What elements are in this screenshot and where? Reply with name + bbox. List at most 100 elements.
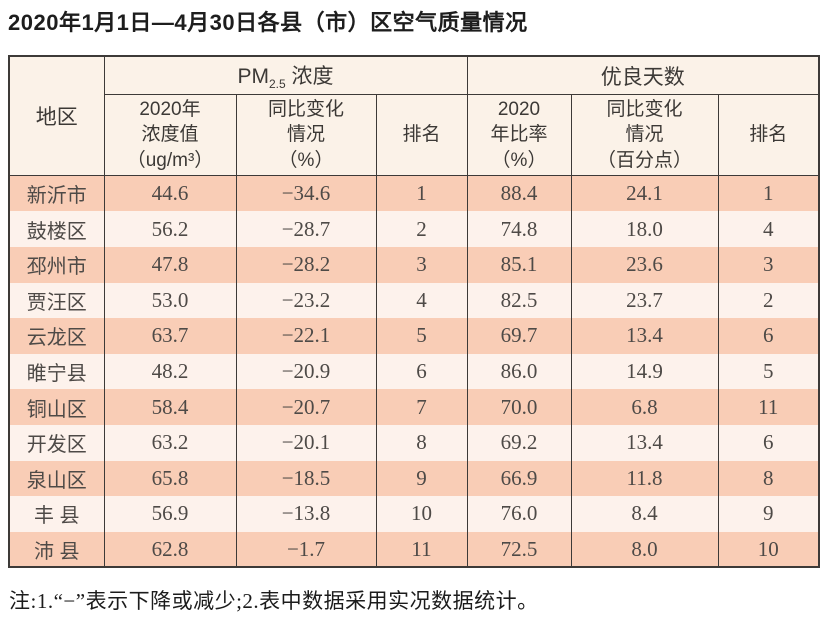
cell-pm-rank: 8 bbox=[375, 424, 468, 461]
table-row: 丰 县 56.9 −13.8 10 76.0 8.4 9 bbox=[8, 496, 820, 532]
table-row: 贾汪区 53.0 −23.2 4 82.5 23.7 2 bbox=[8, 282, 820, 319]
column-header-pm-rank: 排名 bbox=[375, 94, 468, 177]
sub-header-row: 2020年 浓度值 （ug/m³） 同比变化 情况 （%） 排名 2020 年比… bbox=[9, 94, 820, 177]
cell-good-rate: 86.0 bbox=[466, 353, 572, 390]
cell-region: 泉山区 bbox=[8, 460, 105, 497]
cell-region: 铜山区 bbox=[8, 389, 105, 425]
column-header-pm-value: 2020年 浓度值 （ug/m³） bbox=[103, 94, 237, 177]
cell-good-change: 13.4 bbox=[570, 424, 719, 461]
cell-good-change: 13.4 bbox=[570, 318, 719, 354]
cell-good-change: 18.0 bbox=[570, 211, 719, 247]
cell-pm-change: −13.8 bbox=[235, 496, 377, 532]
cell-pm-change: −22.1 bbox=[235, 318, 377, 354]
cell-good-change: 23.7 bbox=[570, 282, 719, 319]
cell-pm-value: 56.9 bbox=[103, 496, 237, 532]
cell-good-rate: 85.1 bbox=[466, 246, 572, 283]
column-header-good-rate: 2020 年比率 （%） bbox=[466, 94, 572, 177]
cell-pm-change: −34.6 bbox=[235, 175, 377, 212]
cell-good-rank: 10 bbox=[717, 531, 820, 568]
cell-region: 沛 县 bbox=[8, 531, 105, 568]
cell-pm-value: 48.2 bbox=[103, 353, 237, 390]
column-header-region: 地区 bbox=[8, 55, 105, 177]
cell-good-change: 8.0 bbox=[570, 531, 719, 568]
column-group-pm25: PM2.5 浓度 bbox=[103, 55, 468, 96]
cell-good-change: 8.4 bbox=[570, 496, 719, 532]
cell-region: 云龙区 bbox=[8, 318, 105, 354]
cell-good-rank: 6 bbox=[717, 318, 820, 354]
cell-good-rate: 88.4 bbox=[466, 175, 572, 212]
cell-pm-rank: 7 bbox=[375, 389, 468, 425]
cell-good-rank: 3 bbox=[717, 246, 820, 283]
cell-good-rate: 66.9 bbox=[466, 460, 572, 497]
cell-region: 开发区 bbox=[8, 424, 105, 461]
cell-pm-change: −20.9 bbox=[235, 353, 377, 390]
table-row: 铜山区 58.4 −20.7 7 70.0 6.8 11 bbox=[8, 389, 820, 425]
cell-pm-change: −28.7 bbox=[235, 211, 377, 247]
cell-region: 新沂市 bbox=[8, 175, 105, 212]
cell-good-rank: 2 bbox=[717, 282, 820, 319]
cell-pm-value: 56.2 bbox=[103, 211, 237, 247]
table-row: 沛 县 62.8 −1.7 11 72.5 8.0 10 bbox=[8, 531, 820, 568]
table-row: 睢宁县 48.2 −20.9 6 86.0 14.9 5 bbox=[8, 353, 820, 390]
column-header-good-rank: 排名 bbox=[717, 94, 820, 177]
table-row: 新沂市 44.6 −34.6 1 88.4 24.1 1 bbox=[8, 175, 820, 212]
cell-good-rate: 72.5 bbox=[466, 531, 572, 568]
cell-good-rank: 11 bbox=[717, 389, 820, 425]
cell-good-rank: 1 bbox=[717, 175, 820, 212]
cell-pm-value: 58.4 bbox=[103, 389, 237, 425]
air-quality-table: 地区 PM2.5 浓度 优良天数 2020年 浓度值 （ug/m³） 同比变化 … bbox=[8, 54, 820, 569]
cell-good-change: 23.6 bbox=[570, 246, 719, 283]
cell-good-rate: 76.0 bbox=[466, 496, 572, 532]
cell-pm-rank: 5 bbox=[375, 318, 468, 354]
group-header-row: 地区 PM2.5 浓度 优良天数 bbox=[8, 55, 820, 177]
cell-pm-value: 44.6 bbox=[103, 175, 237, 212]
pm25-label-subscript: 2.5 bbox=[268, 77, 286, 92]
cell-good-change: 11.8 bbox=[570, 460, 719, 497]
cell-pm-value: 63.7 bbox=[103, 318, 237, 354]
cell-pm-value: 62.8 bbox=[103, 531, 237, 568]
cell-pm-rank: 4 bbox=[375, 282, 468, 319]
table-row: 鼓楼区 56.2 −28.7 2 74.8 18.0 4 bbox=[8, 211, 820, 247]
cell-good-rate: 69.2 bbox=[466, 424, 572, 461]
cell-good-change: 14.9 bbox=[570, 353, 719, 390]
cell-good-rate: 82.5 bbox=[466, 282, 572, 319]
cell-pm-rank: 3 bbox=[375, 246, 468, 283]
table-row: 邳州市 47.8 −28.2 3 85.1 23.6 3 bbox=[8, 246, 820, 283]
cell-pm-rank: 2 bbox=[375, 211, 468, 247]
cell-pm-rank: 1 bbox=[375, 175, 468, 212]
table-body: 新沂市 44.6 −34.6 1 88.4 24.1 1 鼓楼区 56.2 −2… bbox=[8, 175, 820, 568]
cell-good-rank: 5 bbox=[717, 353, 820, 390]
table-row: 开发区 63.2 −20.1 8 69.2 13.4 6 bbox=[8, 424, 820, 461]
cell-pm-change: −23.2 bbox=[235, 282, 377, 319]
page-title: 2020年1月1日—4月30日各县（市）区空气质量情况 bbox=[8, 10, 528, 35]
cell-region: 鼓楼区 bbox=[8, 211, 105, 247]
cell-pm-rank: 11 bbox=[375, 531, 468, 568]
cell-good-rate: 69.7 bbox=[466, 318, 572, 354]
cell-region: 贾汪区 bbox=[8, 282, 105, 319]
cell-pm-rank: 9 bbox=[375, 460, 468, 497]
cell-pm-rank: 10 bbox=[375, 496, 468, 532]
cell-good-rank: 9 bbox=[717, 496, 820, 532]
cell-good-rate: 74.8 bbox=[466, 211, 572, 247]
cell-region: 邳州市 bbox=[8, 246, 105, 283]
footnote: 注:1.“−”表示下降或减少;2.表中数据采用实况数据统计。 bbox=[9, 589, 539, 614]
cell-pm-change: −18.5 bbox=[235, 460, 377, 497]
cell-good-rate: 70.0 bbox=[466, 389, 572, 425]
cell-pm-value: 47.8 bbox=[103, 246, 237, 283]
cell-pm-value: 63.2 bbox=[103, 424, 237, 461]
table-row: 泉山区 65.8 −18.5 9 66.9 11.8 8 bbox=[8, 460, 820, 497]
cell-pm-change: −28.2 bbox=[235, 246, 377, 283]
column-group-good-days: 优良天数 bbox=[466, 55, 820, 96]
cell-good-rank: 8 bbox=[717, 460, 820, 497]
cell-good-rank: 4 bbox=[717, 211, 820, 247]
cell-pm-value: 65.8 bbox=[103, 460, 237, 497]
column-header-good-change: 同比变化 情况 （百分点） bbox=[570, 94, 719, 177]
table-row: 云龙区 63.7 −22.1 5 69.7 13.4 6 bbox=[8, 318, 820, 354]
cell-good-change: 6.8 bbox=[570, 389, 719, 425]
cell-region: 睢宁县 bbox=[8, 353, 105, 390]
cell-region: 丰 县 bbox=[8, 496, 105, 532]
cell-pm-change: −1.7 bbox=[235, 531, 377, 568]
table-header: 地区 PM2.5 浓度 优良天数 2020年 浓度值 （ug/m³） 同比变化 … bbox=[8, 55, 820, 177]
pm25-label-prefix: PM bbox=[237, 64, 269, 88]
